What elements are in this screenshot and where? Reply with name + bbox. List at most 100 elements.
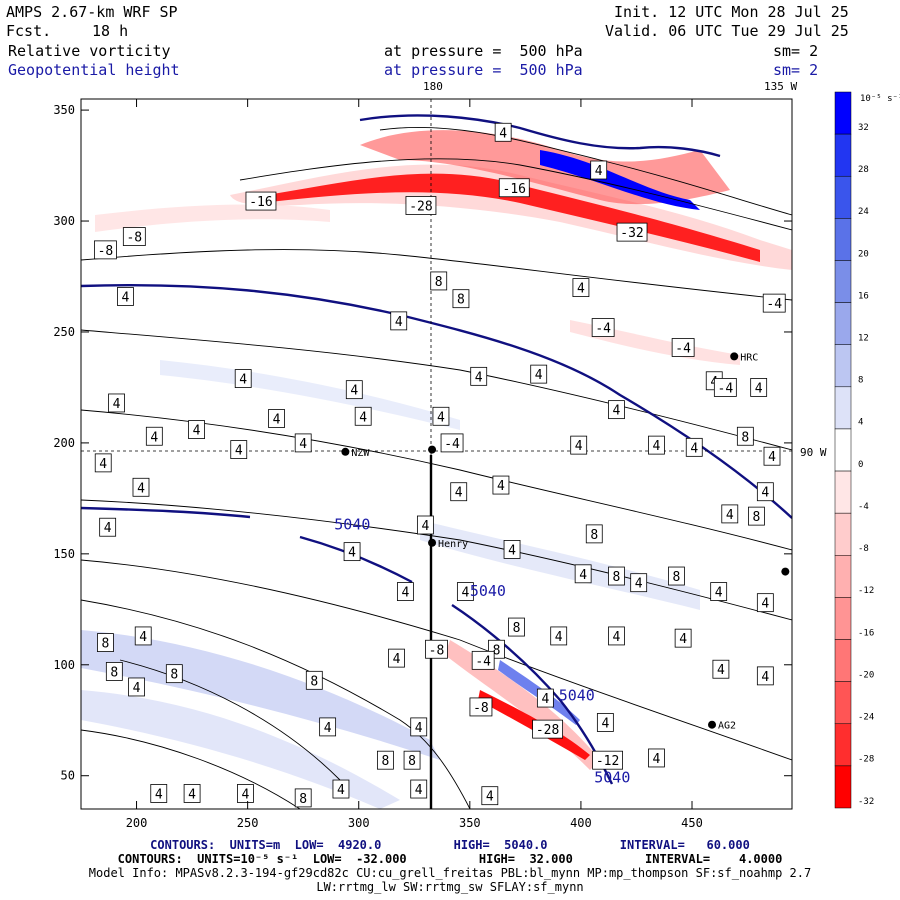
- colorbar-label: -12: [858, 586, 874, 596]
- svg-text:4: 4: [761, 486, 769, 501]
- contour-label: 4: [416, 515, 434, 535]
- svg-text:8: 8: [408, 754, 416, 769]
- colorbar-swatch: [834, 260, 852, 303]
- colorbar-swatch: [834, 555, 852, 598]
- contour-label: 8: [376, 750, 394, 770]
- contour-label: 4: [492, 475, 510, 495]
- colorbar-swatch: [834, 681, 852, 725]
- svg-text:4: 4: [726, 508, 734, 523]
- svg-text:4: 4: [613, 404, 621, 419]
- svg-text:-32: -32: [620, 226, 643, 241]
- contour-label: 4: [756, 666, 774, 686]
- svg-text:-8: -8: [473, 701, 489, 716]
- contour-label: 4: [230, 440, 248, 459]
- contour-label: 4: [590, 160, 608, 180]
- colorbar-label: 32: [858, 123, 869, 133]
- plot-frame: [80, 98, 793, 810]
- svg-text:-8: -8: [429, 643, 445, 658]
- contour-label: 4: [294, 433, 312, 453]
- contour-label: 8: [305, 670, 323, 690]
- svg-text:4: 4: [415, 721, 423, 736]
- svg-text:4: 4: [555, 630, 563, 645]
- colorbar-label: 4: [858, 418, 863, 428]
- svg-text:4: 4: [133, 681, 141, 696]
- contour-label: 4: [94, 453, 112, 473]
- contour-labels: 4-16-16-28-32-8-848844-4-44-44-444444444…: [94, 122, 786, 808]
- svg-text:4: 4: [122, 290, 130, 305]
- contour-label: -4: [671, 338, 695, 357]
- colorbar-label: -28: [858, 755, 874, 765]
- contour-label: 8: [403, 750, 421, 770]
- contour-label: 4: [763, 446, 781, 466]
- contour-label: 8: [508, 617, 525, 637]
- svg-text:8: 8: [590, 528, 598, 543]
- svg-text:4: 4: [761, 597, 769, 612]
- contour-label: -12: [592, 750, 623, 770]
- contour-label: -32: [616, 222, 648, 242]
- forecast-label: Fcst.: [6, 22, 52, 40]
- svg-text:4: 4: [541, 692, 549, 707]
- contour-label: -28: [405, 196, 437, 215]
- colorbar-label: 16: [858, 291, 869, 301]
- contour-label: 4: [596, 713, 614, 732]
- contour-label: -8: [94, 240, 117, 260]
- contour-label: -8: [425, 639, 448, 659]
- field2-name: Geopotential height: [8, 61, 180, 79]
- svg-text:8: 8: [299, 792, 307, 807]
- model-info-2: LW:rrtmg_lw SW:rrtmg_sw SFLAY:sf_mynn: [316, 880, 584, 894]
- svg-text:4: 4: [299, 437, 307, 452]
- y-tick-label: 50: [61, 769, 75, 783]
- y-tick-label: 300: [53, 214, 75, 228]
- contour-label: 4: [710, 582, 728, 601]
- contour-label: 4: [117, 287, 134, 306]
- contour-label: 4: [550, 626, 568, 646]
- contour-label: 8: [452, 289, 470, 309]
- svg-text:4: 4: [137, 481, 145, 496]
- contour-label: 4: [188, 420, 205, 439]
- svg-text:4: 4: [104, 521, 112, 536]
- svg-text:4: 4: [635, 577, 643, 592]
- svg-text:4: 4: [235, 444, 243, 459]
- model-title: AMPS 2.67-km WRF SP: [6, 3, 178, 21]
- contour-label: 4: [536, 688, 554, 708]
- svg-text:-4: -4: [475, 654, 491, 669]
- contour-label: 4: [756, 482, 774, 502]
- svg-text:8: 8: [741, 430, 749, 445]
- svg-text:4: 4: [393, 652, 401, 667]
- contour-label: 4: [712, 659, 730, 679]
- contour-label: 8: [97, 633, 114, 652]
- svg-text:4: 4: [350, 384, 358, 399]
- height-contour-info: CONTOURS: UNITS=m LOW= 4920.0 HIGH= 5040…: [150, 838, 750, 852]
- contour-label: 4: [108, 393, 125, 413]
- svg-text:-28: -28: [536, 723, 559, 738]
- forecast-hour: 18 h: [92, 22, 129, 40]
- contour-label: -4: [440, 433, 464, 453]
- svg-text:4: 4: [575, 439, 583, 454]
- contour-label: 4: [410, 779, 428, 799]
- field2-level: at pressure = 500 hPa: [384, 61, 583, 79]
- contour-label: 4: [234, 369, 252, 388]
- contour-label: 4: [750, 378, 768, 397]
- colorbar-label: 28: [858, 165, 869, 175]
- colorbar-swatch: [834, 723, 852, 767]
- station-marker: AG2: [708, 720, 736, 732]
- svg-text:4: 4: [535, 368, 543, 383]
- colorbar-label: -4: [858, 502, 869, 512]
- colorbar-unit: 10⁻⁵ s⁻¹: [860, 94, 900, 104]
- colorbar-swatch: [834, 428, 852, 472]
- svg-text:-16: -16: [503, 182, 526, 197]
- x-tick-label: 450: [681, 816, 703, 830]
- svg-text:-4: -4: [595, 322, 611, 337]
- svg-text:-4: -4: [766, 297, 782, 312]
- x-axis-ticks: 200 250 300 350 400 450: [126, 99, 703, 830]
- station-label: Henry: [438, 539, 468, 550]
- contour-label: 4: [388, 648, 405, 668]
- svg-text:4: 4: [690, 441, 698, 456]
- contour-label: 4: [630, 573, 648, 593]
- contour-label: 4: [432, 406, 450, 426]
- contour-label: 8: [165, 664, 183, 684]
- contour-label: 4: [145, 426, 163, 446]
- colorbar-swatch: [834, 218, 852, 261]
- contour-label: 4: [183, 784, 201, 803]
- colorbar-swatch: [834, 133, 852, 177]
